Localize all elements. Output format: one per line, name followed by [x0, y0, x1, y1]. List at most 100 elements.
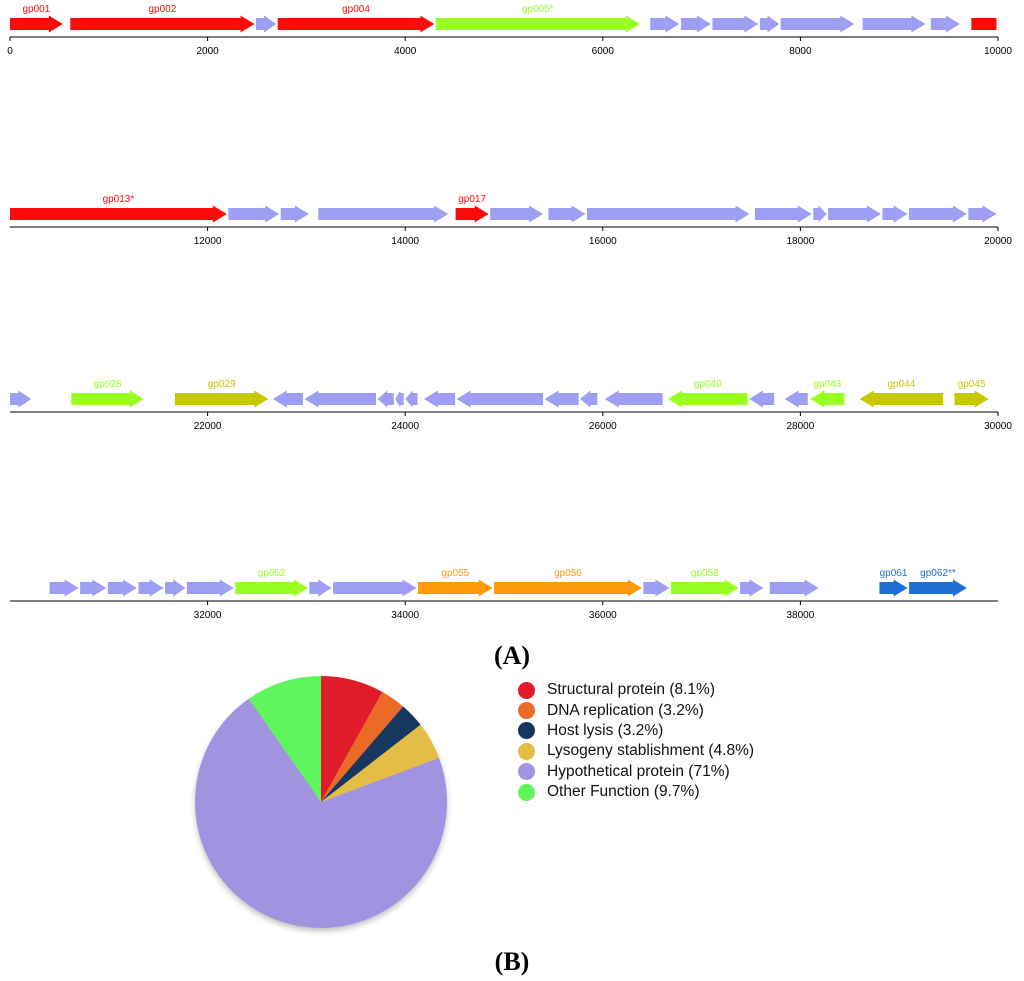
axis-tick-label: 24000	[391, 421, 419, 432]
genome-map: 0 2000 4000 6000 8000 10000 gp001 gp002 gp004 gp0…	[7, 4, 1012, 621]
legend-label: Hypothetical protein (71%)	[547, 762, 730, 780]
gene-arrow	[879, 579, 908, 597]
gene-label: gp002	[148, 4, 176, 15]
axis-tick-label: 34000	[391, 610, 419, 621]
legend-swatch	[518, 702, 535, 720]
axis-tick-label: 10000	[984, 46, 1012, 57]
gene-label: gp017	[458, 194, 486, 205]
legend-swatch	[518, 742, 535, 760]
gene-arrow	[280, 205, 309, 223]
gene-label: gp040	[694, 379, 722, 390]
gene-arrow	[455, 205, 489, 223]
panel-b-label: (B)	[494, 947, 530, 976]
legend-label: Structural protein (8.1%)	[547, 681, 715, 699]
gene-label: gp045	[958, 379, 986, 390]
gene-arrow	[256, 15, 277, 33]
gene-arrow	[862, 15, 926, 33]
axis-tick-label: 12000	[194, 236, 222, 247]
axis-tick-label: 16000	[589, 236, 617, 247]
gene-arrow	[80, 579, 107, 597]
gene-arrow	[318, 205, 449, 223]
legend-item-other-function: Other Function (9.7%)	[518, 782, 754, 802]
gene-arrow	[586, 205, 750, 223]
gene-arrow	[712, 15, 759, 33]
panel-a-label: (A)	[493, 641, 531, 670]
axis-tick-label: 14000	[391, 236, 419, 247]
gene-arrow	[456, 390, 544, 408]
gene-label: gp013*	[103, 194, 135, 205]
axis-tick-label: 22000	[194, 421, 222, 432]
gene-arrow	[165, 579, 186, 597]
gene-label: gp052	[258, 568, 286, 579]
legend-item-lysogeny-stablishment: Lysogeny stablishment (4.8%)	[518, 741, 754, 761]
axis-tick-label: 38000	[786, 610, 814, 621]
gene-arrow	[405, 390, 418, 408]
axis-tick-label: 36000	[589, 610, 617, 621]
pie-chart	[195, 676, 448, 928]
gene-arrow	[435, 15, 640, 33]
gene-arrow	[769, 579, 819, 597]
axis-tick-label: 30000	[984, 421, 1012, 432]
legend-label: Lysogeny stablishment (4.8%)	[547, 742, 755, 760]
axis-tick-label: 8000	[789, 46, 812, 57]
pie-slice	[195, 698, 448, 928]
gene-arrow	[668, 390, 748, 408]
axis-tick-label: 26000	[589, 421, 617, 432]
gene-arrow	[810, 390, 845, 408]
gene-arrow	[10, 15, 63, 33]
gene-arrow	[277, 15, 435, 33]
gene-arrow	[49, 579, 79, 597]
gene-arrow	[968, 205, 997, 223]
legend-item-structural-protein: Structural protein (8.1%)	[518, 680, 754, 700]
genome-row: 22000 24000 26000 28000 30000 gp028 gp029 gp040…	[10, 379, 1012, 432]
legend-swatch	[518, 783, 535, 801]
gene-arrow	[859, 390, 944, 408]
genome-row: 32000 34000 36000 38000 gp052 gp055 gp056 gp058…	[10, 568, 998, 621]
gene-arrow	[740, 579, 764, 597]
axis-tick-label: 2000	[196, 46, 219, 57]
gene-label: gp062**	[920, 568, 956, 579]
gene-arrow	[828, 205, 881, 223]
gene-arrow	[10, 390, 32, 408]
gene-arrow	[754, 205, 812, 223]
gene-arrow	[604, 390, 663, 408]
legend-label: DNA replication (3.2%)	[547, 701, 704, 719]
gene-arrow	[423, 390, 456, 408]
genome-row: 12000 14000 16000 18000 20000 gp013* gp017	[10, 194, 1012, 247]
axis-tick-label: 6000	[592, 46, 615, 57]
axis-tick-label: 0	[7, 46, 13, 57]
gene-arrow	[780, 15, 855, 33]
gene-arrow	[954, 390, 989, 408]
gene-label: gp056	[554, 568, 582, 579]
axis-tick-label: 4000	[394, 46, 417, 57]
gene-arrow	[10, 205, 227, 223]
gene-arrow	[650, 15, 680, 33]
gene-label: gp004	[342, 4, 370, 15]
gene-arrow	[70, 15, 255, 33]
gene-arrow	[544, 390, 579, 408]
gene-arrow	[309, 579, 332, 597]
gene-arrow	[759, 15, 780, 33]
gene-arrow	[235, 579, 308, 597]
legend-swatch	[518, 763, 535, 781]
legend-item-dna-replication: DNA replication (3.2%)	[518, 700, 754, 720]
legend-item-host-lysis: Host lysis (3.2%)	[518, 721, 754, 741]
gene-label: gp061	[880, 568, 908, 579]
legend-label: Host lysis (3.2%)	[547, 721, 664, 739]
gene-arrow	[930, 15, 960, 33]
gene-arrow	[186, 579, 234, 597]
gene-label: gp029	[208, 379, 236, 390]
pie-slice	[248, 676, 321, 802]
gene-label: gp005*	[522, 4, 554, 15]
gene-label: gp028	[94, 379, 122, 390]
gene-arrow	[580, 390, 598, 408]
gene-arrow	[494, 579, 642, 597]
legend-swatch	[518, 722, 535, 740]
gene-arrow	[272, 390, 303, 408]
gene-arrow	[418, 579, 493, 597]
axis-tick-label: 28000	[786, 421, 814, 432]
gene-label: gp058	[691, 568, 719, 579]
gene-arrow	[680, 15, 711, 33]
gene-arrow	[971, 18, 997, 30]
gene-arrow	[304, 390, 377, 408]
